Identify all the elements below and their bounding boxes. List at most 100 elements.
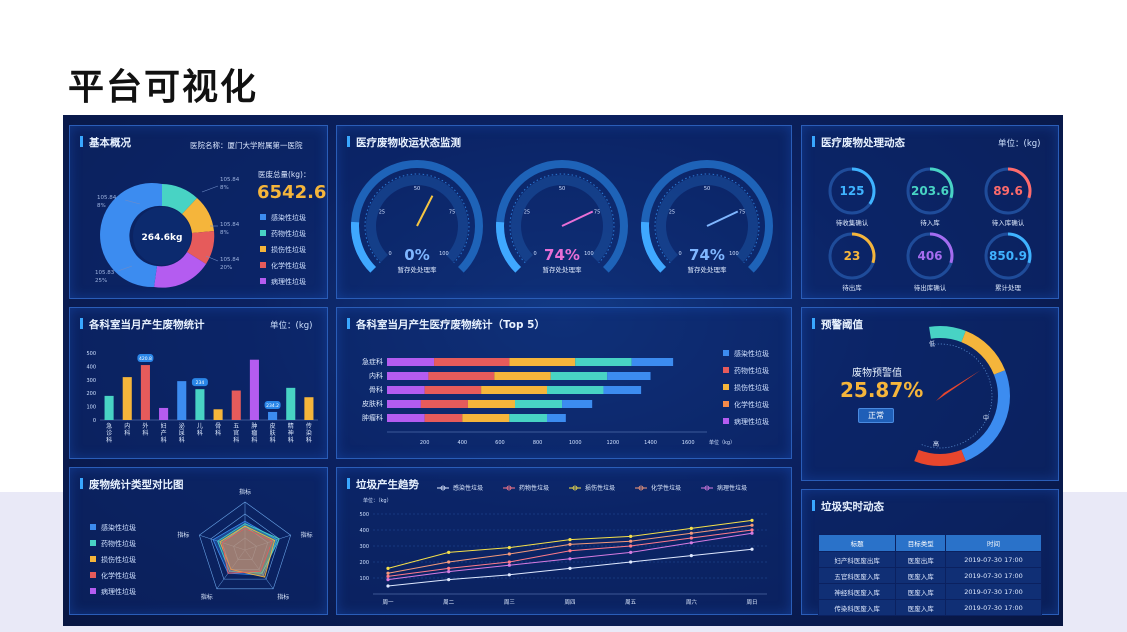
x-tick-label: 肤: [270, 429, 276, 437]
gauge-inner-band: [366, 175, 468, 263]
legend-marker: [506, 485, 512, 491]
series-point: [750, 547, 754, 551]
dept-bar-panel: 各科室当月产生废物统计 单位：(kg) 0 100 200 300 400 500 急诊科内…: [69, 307, 328, 459]
series-point: [750, 523, 754, 527]
realtime-panel: 垃圾实时动态 标题 目标类型 时间 妇产科医废出库 医废出库 2019-07-30 …: [801, 489, 1059, 616]
x-tick-label: 周三: [504, 599, 516, 606]
radar-grid: [233, 537, 257, 561]
panel-title: 医疗废物收运状态监测: [347, 135, 461, 150]
legend-marker: [638, 485, 644, 491]
stacked-bar-segment: [424, 414, 463, 422]
x-tick-label: 尿: [179, 430, 185, 437]
series-point: [629, 550, 633, 554]
gauge-tick-label: 25: [524, 209, 530, 215]
x-tick-label: 精: [288, 422, 294, 430]
ring-value: 850.9: [989, 249, 1027, 263]
rings-group: 125 待收集确认 203.6 待入库 89.6 待入库确认 23 待出库 406 待出库确认 85…: [828, 167, 1032, 292]
panel-title: 医疗废物处理动态: [812, 135, 905, 150]
legend-marker: [572, 485, 578, 491]
legend-label: 损伤性垃圾: [585, 484, 615, 492]
series-point: [689, 526, 693, 530]
stacked-bar-segment: [387, 358, 435, 366]
legend-item: 化学性垃圾: [723, 397, 769, 414]
x-tick-label: 科: [197, 429, 203, 437]
legend-label: 化学性垃圾: [651, 484, 681, 492]
legend-item: 化学性垃圾: [260, 258, 306, 274]
callout-right-1: 105.84 8%: [220, 177, 240, 191]
gauge-value: 74%: [544, 246, 580, 264]
gauge-tick-label: 50: [704, 186, 710, 192]
dynamic-panel: 医疗废物处理动态 单位：(kg) 125 待收集确认 203.6 待入库 89.6 待入库…: [801, 125, 1059, 299]
stacked-bar-segment: [424, 386, 482, 394]
x-unit-label: 单位（kg）: [709, 439, 735, 446]
x-tick-label: 周日: [746, 599, 757, 606]
series-point: [629, 544, 633, 548]
x-tick-label: 周一: [382, 599, 394, 606]
series-point: [568, 549, 572, 553]
table-row[interactable]: 五官科医废入库 医废入库 2019-07-30 17:00: [817, 567, 1042, 584]
hospital-name: 医院名称：厦门大学附属第一医院: [190, 141, 303, 150]
series-point: [507, 563, 511, 567]
realtime-table: 标题 目标类型 时间 妇产科医废出库 医废出库 2019-07-30 17:00 五…: [817, 534, 1042, 616]
series-point: [689, 541, 693, 545]
bar: [177, 381, 187, 420]
unit-label: 单位：(kg): [998, 139, 1041, 149]
stacked-bar-segment: [467, 400, 515, 408]
x-tick-label: 科: [288, 436, 294, 444]
x-tick-label: 周五: [625, 599, 637, 606]
x-tick-label: 急: [106, 422, 112, 430]
table-row[interactable]: 妇产科医废出库 医废出库 2019-07-30 17:00: [817, 551, 1042, 568]
gauge-progress: [351, 221, 377, 273]
table-row[interactable]: 神经科医废入库 医废入库 2019-07-30 17:00: [817, 583, 1042, 600]
radar-axis-label: 指标: [301, 531, 313, 539]
radar-series: [221, 527, 273, 574]
legend-item: 损伤性垃圾: [723, 380, 769, 397]
ring-progress: [1007, 232, 1032, 264]
x-tick-label: 传: [306, 422, 312, 430]
donut-slice-5: [100, 183, 162, 288]
gauge-value: 74%: [689, 246, 725, 264]
ring-label: 累计处理: [995, 283, 1022, 292]
panel-title: 基本概况: [80, 135, 131, 150]
series-point: [386, 578, 390, 582]
x-tick-label: 科: [233, 436, 239, 444]
gauge-needle: [706, 210, 739, 227]
x-tick-label: 科: [124, 429, 130, 437]
gauge-tick-label: 0: [534, 251, 537, 257]
x-tick-label: 科: [142, 429, 148, 437]
gauge-ticks: [654, 173, 760, 264]
table-row[interactable]: 传染科医废入库 医废入库 2019-07-30 17:00: [817, 599, 1042, 616]
radar-axis-label: 指标: [239, 488, 251, 496]
gauge-label: 暂存处处理率: [688, 265, 728, 274]
donut-center-label: 264.6kg: [142, 233, 183, 243]
x-tick-label: 皮: [270, 422, 276, 430]
y-tick-label: 0: [93, 418, 96, 424]
ring-progress: [929, 167, 954, 199]
gauge-tick-label: 100: [584, 251, 594, 257]
x-tick-label: 800: [533, 440, 543, 446]
donut-slice-2: [182, 198, 214, 233]
legend-item: 感染性垃圾: [723, 346, 769, 363]
series-point: [386, 566, 390, 570]
x-tick-label: 官: [233, 429, 239, 437]
page-title: 平台可视化: [68, 67, 259, 108]
x-tick-label: 肿: [251, 422, 257, 430]
warning-gauge: 低中高: [914, 326, 1010, 466]
unit-label: 单位：(kg): [270, 321, 313, 331]
donut-chart: 264.6kg: [100, 183, 219, 288]
panel-title: 各科室当月产生医疗废物统计（Top 5）: [347, 317, 545, 332]
gauge-ticks: [364, 173, 470, 264]
legend-item: 病理性垃圾: [90, 584, 136, 600]
series-point: [750, 528, 754, 532]
y-tick-label: 400: [359, 528, 369, 534]
stacked-bar-segment: [509, 358, 576, 366]
series-point: [568, 557, 572, 561]
panel-title: 垃圾产生趋势: [347, 477, 419, 492]
top5-legend: 感染性垃圾 药物性垃圾 损伤性垃圾 化学性垃圾 病理性垃圾: [723, 346, 769, 431]
basic-legend: 感染性垃圾 药物性垃圾 损伤性垃圾 化学性垃圾 病理性垃圾: [260, 210, 306, 290]
stacked-bar-segment: [631, 358, 674, 366]
category-label: 急症科: [362, 357, 383, 366]
legend-item: 药物性垃圾: [260, 226, 306, 242]
x-tick-label: 科: [270, 436, 276, 444]
